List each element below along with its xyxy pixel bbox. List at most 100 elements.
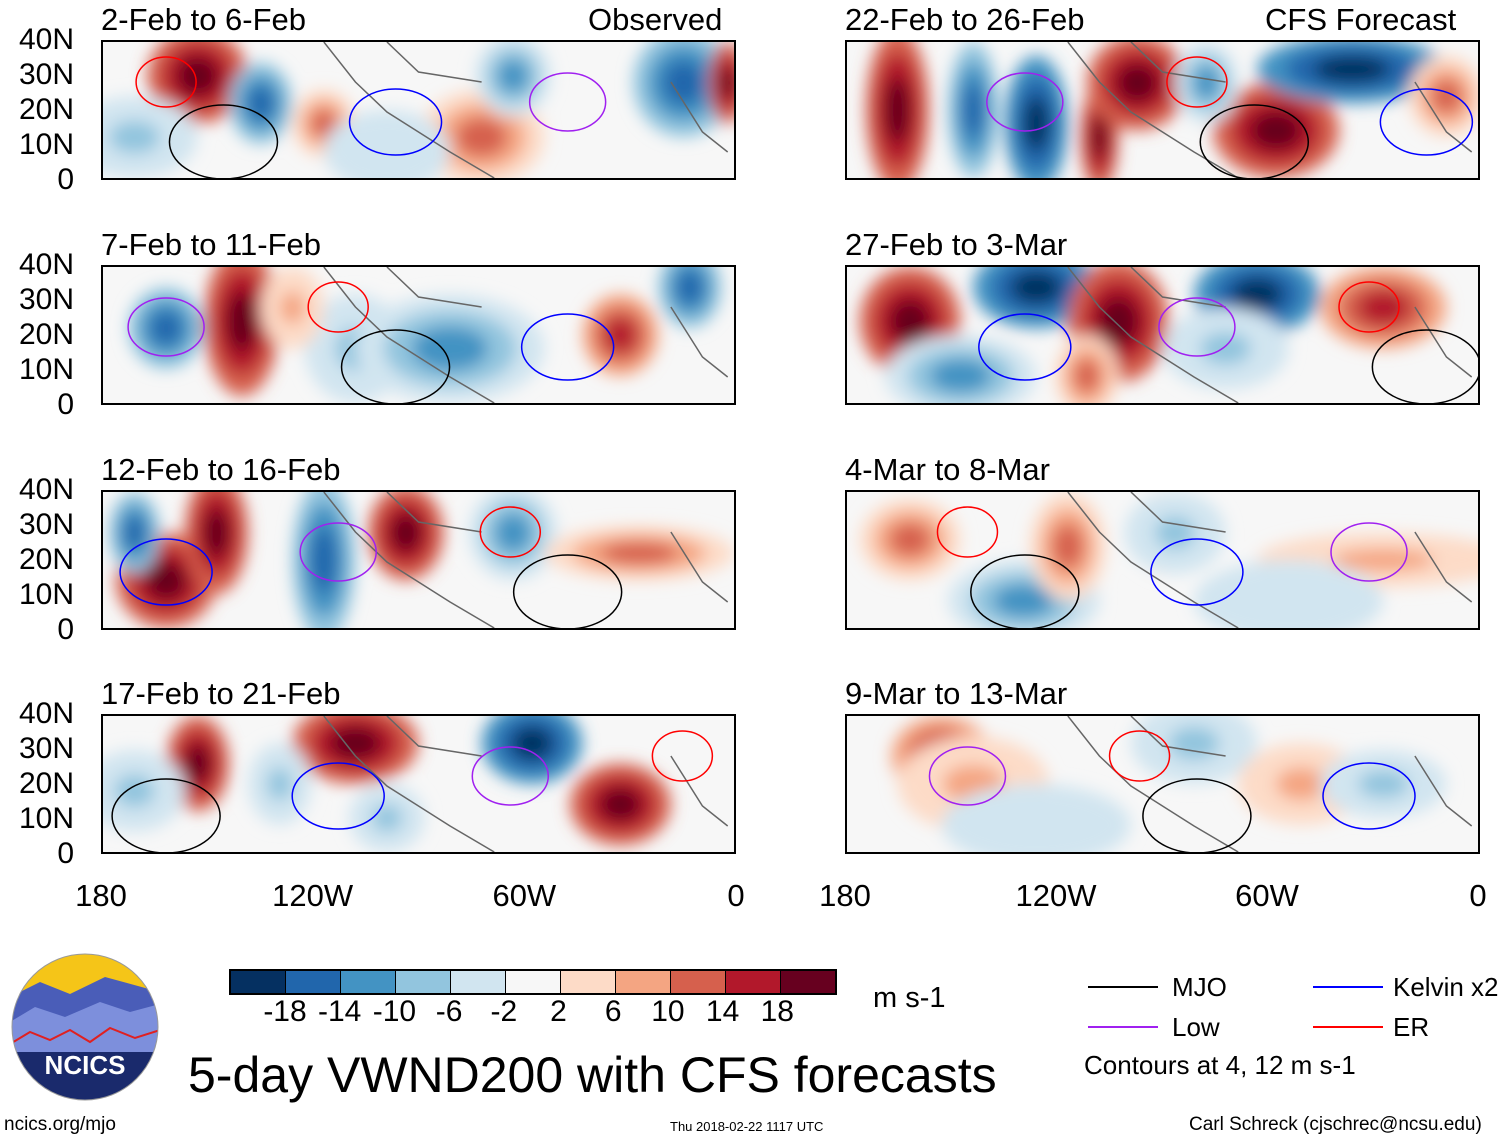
coastline [1067, 42, 1473, 178]
colorbar-swatch [506, 971, 561, 993]
contour-kelvin [291, 762, 385, 830]
contour-mjo [970, 554, 1080, 628]
wind-anomaly-blob [1194, 66, 1220, 100]
lat-tick-label: 0 [57, 388, 74, 421]
contour-kelvin [1322, 762, 1416, 830]
panel-title: 27-Feb to 3-Mar [845, 227, 1068, 262]
contour-er [936, 506, 999, 558]
wind-anomaly-blob [124, 516, 145, 550]
colorbar-label: 2 [550, 995, 567, 1028]
colorbar-label: -18 [263, 995, 307, 1028]
contour-low [299, 522, 377, 582]
wind-anomaly-blob [511, 726, 553, 760]
wind-anomaly-blob [498, 59, 529, 93]
contour-mjo [168, 104, 279, 178]
contour-kelvin [348, 88, 443, 156]
wind-anomaly-blob [456, 118, 507, 157]
wind-anomaly-blob [361, 134, 413, 168]
contour-kelvin [1379, 88, 1474, 156]
lat-tick-label: 0 [57, 163, 74, 196]
colorbar [229, 969, 837, 995]
coastline [1067, 492, 1473, 628]
contour-note: Contours at 4, 12 m s-1 [1084, 1050, 1356, 1080]
ncics-logo: NCICS [10, 952, 160, 1102]
wind-anomaly-blob [1168, 726, 1220, 760]
lat-tick-label: 40N [18, 697, 74, 730]
lon-tick-label: 60W [1235, 878, 1299, 913]
contour-mjo [512, 554, 623, 628]
colorbar-label: 10 [651, 995, 685, 1028]
lat-tick-label: 20N [18, 543, 74, 576]
footer-timestamp: Thu 2018-02-22 1117 UTC [670, 1119, 824, 1134]
lat-tick-label: 10N [18, 802, 74, 835]
legend-line-low [1088, 1026, 1158, 1028]
wind-anomaly-blob [185, 744, 211, 783]
contour-mjo [340, 329, 451, 403]
wind-anomaly-blob [1023, 96, 1049, 151]
footer-url[interactable]: ncics.org/mjo [4, 1114, 116, 1135]
map-panel-left-3 [101, 714, 736, 854]
figure-title: 5-day VWND200 with CFS forecasts [188, 1047, 997, 1103]
colorbar-label: -14 [318, 995, 362, 1028]
colorbar-swatch [286, 971, 341, 993]
wind-anomaly-blob [1011, 271, 1062, 304]
legend-label-mjo: MJO [1172, 972, 1227, 1002]
colorbar-swatch [451, 971, 506, 993]
contour-er [651, 730, 714, 782]
wind-anomaly-blob [884, 77, 911, 143]
wind-anomaly-blob [677, 271, 703, 304]
map-panel-left-1 [101, 265, 736, 405]
wind-anomaly-blob [109, 120, 160, 154]
wind-anomaly-blob [993, 584, 1054, 618]
lat-tick-label: 10N [18, 353, 74, 386]
wind-anomaly-blob [1313, 55, 1390, 83]
lat-tick-label: 40N [18, 248, 74, 281]
lat-tick-label: 10N [18, 578, 74, 611]
wind-anomaly-blob [1431, 80, 1462, 113]
contour-low [528, 72, 607, 132]
panel-title: 17-Feb to 21-Feb [101, 676, 341, 711]
wind-anomaly-blob [1276, 767, 1327, 801]
wind-anomaly-blob [1074, 359, 1100, 393]
wind-anomaly-blob [226, 291, 257, 352]
contour-er [1166, 56, 1228, 108]
left-header: Observed [588, 2, 723, 37]
colorbar-label: -10 [372, 995, 417, 1028]
wind-anomaly-blob [963, 82, 984, 138]
wind-anomaly-blob [311, 527, 337, 593]
lat-tick-label: 20N [18, 93, 74, 126]
legend-line-mjo [1088, 986, 1158, 988]
lat-tick-label: 20N [18, 767, 74, 800]
lat-tick-label: 30N [18, 283, 74, 316]
footer-credit: Carl Schreck (cjschrec@ncsu.edu) [1189, 1114, 1482, 1135]
wind-anomaly-blob [177, 56, 218, 96]
contour-mjo [1371, 329, 1478, 403]
lat-tick-label: 0 [57, 613, 74, 646]
contour-er [479, 506, 542, 558]
coastline [323, 42, 729, 178]
panel-title: 22-Feb to 26-Feb [845, 2, 1085, 37]
contour-kelvin [520, 313, 615, 381]
lon-tick-label: 120W [272, 878, 354, 913]
panel-title: 9-Mar to 13-Mar [845, 676, 1068, 711]
wind-anomaly-blob [1332, 549, 1434, 571]
wind-anomaly-blob [330, 726, 381, 760]
lat-tick-label: 20N [18, 318, 74, 351]
colorbar-swatch [341, 971, 396, 993]
contour-er [307, 281, 369, 333]
wind-anomaly-blob [1052, 524, 1083, 569]
right-header: CFS Forecast [1265, 2, 1457, 37]
wind-anomaly-blob [390, 513, 422, 552]
wind-anomaly-blob [889, 523, 931, 556]
wind-anomaly-blob [720, 66, 734, 100]
map-panel-right-1 [845, 265, 1480, 405]
coastline [323, 716, 729, 852]
coastline [323, 492, 729, 628]
wind-anomaly-blob [1250, 584, 1327, 618]
wind-anomaly-blob [1358, 770, 1409, 798]
map-panel-left-2 [101, 490, 736, 630]
legend-line-kelvin [1313, 986, 1383, 988]
contour-kelvin [978, 313, 1072, 381]
lon-tick-label: 60W [492, 878, 557, 913]
contour-low [1158, 297, 1236, 357]
